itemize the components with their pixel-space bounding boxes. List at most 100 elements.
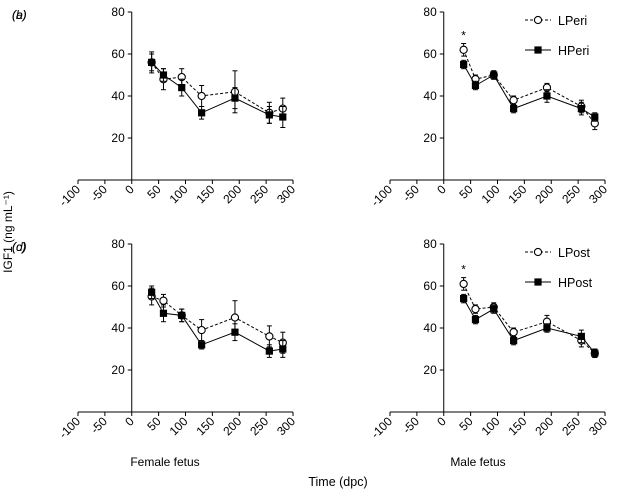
x-tick-label: 200: [220, 182, 244, 206]
data-point: [490, 71, 498, 79]
data-point: [510, 105, 518, 113]
data-point: [231, 94, 239, 102]
column-label-male: Male fetus: [450, 455, 505, 469]
y-tick-label: 80: [111, 5, 125, 19]
y-tick-label: 80: [111, 237, 125, 251]
data-point: [460, 60, 468, 69]
x-tick-label: 300: [274, 182, 298, 206]
data-point: [591, 113, 599, 121]
x-tick-label: 250: [247, 414, 271, 438]
x-tick-label: 100: [167, 182, 191, 206]
data-point: [178, 311, 186, 319]
series-line: [463, 283, 596, 354]
x-tick-label: 300: [586, 182, 610, 206]
y-tick-label: 60: [423, 279, 437, 293]
x-tick-label: 250: [247, 182, 271, 206]
panel-label: (a): [12, 8, 27, 22]
data-point: [230, 313, 240, 322]
y-tick-label: 20: [423, 131, 437, 145]
series-hpost: [460, 293, 599, 358]
data-point: [159, 309, 168, 317]
significance-mark: *: [461, 28, 466, 42]
y-tick-label: 60: [423, 47, 437, 61]
legend-label: LPeri: [558, 14, 587, 28]
data-point: [543, 324, 551, 332]
data-point: [279, 345, 287, 353]
significance-mark: *: [461, 262, 466, 276]
data-point: [543, 92, 551, 100]
data-point: [265, 332, 274, 341]
x-tick-label: 0: [122, 414, 137, 429]
legend-marker: [533, 247, 543, 257]
data-point: [459, 45, 468, 54]
data-point: [178, 84, 186, 92]
panel-b: (b)-100 -50 0 50 100 150 200 250 30020406080*LPe…: [12, 5, 610, 209]
x-tick-label: 100: [167, 414, 191, 438]
data-point: [159, 296, 168, 305]
y-tick-label: 40: [423, 89, 437, 103]
x-tick-label: 0: [122, 182, 137, 197]
x-tick-label: 150: [505, 414, 529, 438]
data-point: [279, 113, 287, 121]
legend-marker: [533, 15, 543, 25]
y-tick-label: 40: [423, 321, 437, 335]
x-tick-label: 50: [456, 182, 476, 202]
x-tick-label: -50: [400, 182, 422, 204]
x-tick-label: 50: [456, 414, 476, 434]
y-tick-label: 40: [111, 321, 125, 335]
y-tick-label: 60: [111, 279, 125, 293]
x-tick-label: 150: [193, 414, 217, 438]
data-point: [159, 71, 168, 79]
x-tick-label: 200: [532, 182, 556, 206]
x-tick-label: 150: [505, 182, 529, 206]
legend-marker: [534, 46, 542, 54]
series-hpost: [148, 285, 287, 358]
data-point: [198, 109, 206, 117]
series-lpost: [147, 287, 287, 354]
x-tick-label: 200: [532, 414, 556, 438]
data-point: [509, 328, 518, 337]
data-point: [265, 111, 273, 119]
legend-marker: [534, 278, 542, 286]
y-tick-label: 80: [423, 237, 437, 251]
y-tick-label: 80: [423, 5, 437, 19]
x-tick-label: 100: [479, 182, 503, 206]
series-line: [151, 296, 284, 344]
legend: LPost HPost: [525, 246, 593, 290]
x-tick-label: 150: [193, 182, 217, 206]
x-tick-label: 50: [144, 414, 164, 434]
panel-label: (c): [12, 240, 26, 254]
data-point: [197, 91, 206, 101]
x-axis-title: Time (dpc): [308, 475, 367, 489]
panel-c: (c) -100 -50 0 50 100 150 200 250 300 20 40 60 80: [12, 237, 298, 441]
panels-group: (a)-100 -50 0 50 100 150 200 250 30020406080(b)-…: [12, 5, 610, 441]
series-line: [463, 64, 596, 118]
x-tick-label: -50: [88, 414, 110, 436]
series-line: [463, 298, 596, 354]
series-line: [151, 62, 283, 114]
panel-a: (a) -100 -50 0 50 100 150 200 250 300 20 40 60 80: [12, 5, 298, 209]
data-point: [471, 316, 480, 324]
x-tick-label: 200: [220, 414, 244, 438]
data-point: [490, 305, 498, 313]
data-point: [591, 349, 599, 357]
data-point: [265, 347, 273, 355]
x-tick-label: -50: [88, 182, 110, 204]
data-point: [577, 105, 585, 113]
data-point: [197, 325, 206, 335]
data-point: [471, 81, 480, 90]
series-hperi: [460, 59, 599, 122]
data-point: [198, 341, 206, 349]
data-point: [231, 328, 239, 336]
y-tick-label: 20: [111, 131, 125, 145]
data-point: [471, 304, 480, 314]
legend-label: HPeri: [558, 44, 589, 58]
x-tick-label: 250: [559, 414, 583, 438]
series-hperi: [148, 53, 287, 128]
y-tick-label: 20: [111, 363, 125, 377]
x-tick-label: 0: [434, 414, 449, 429]
x-tick-label: 0: [434, 182, 449, 197]
x-tick-label: -100: [56, 414, 83, 441]
column-label-female: Female fetus: [130, 455, 199, 469]
